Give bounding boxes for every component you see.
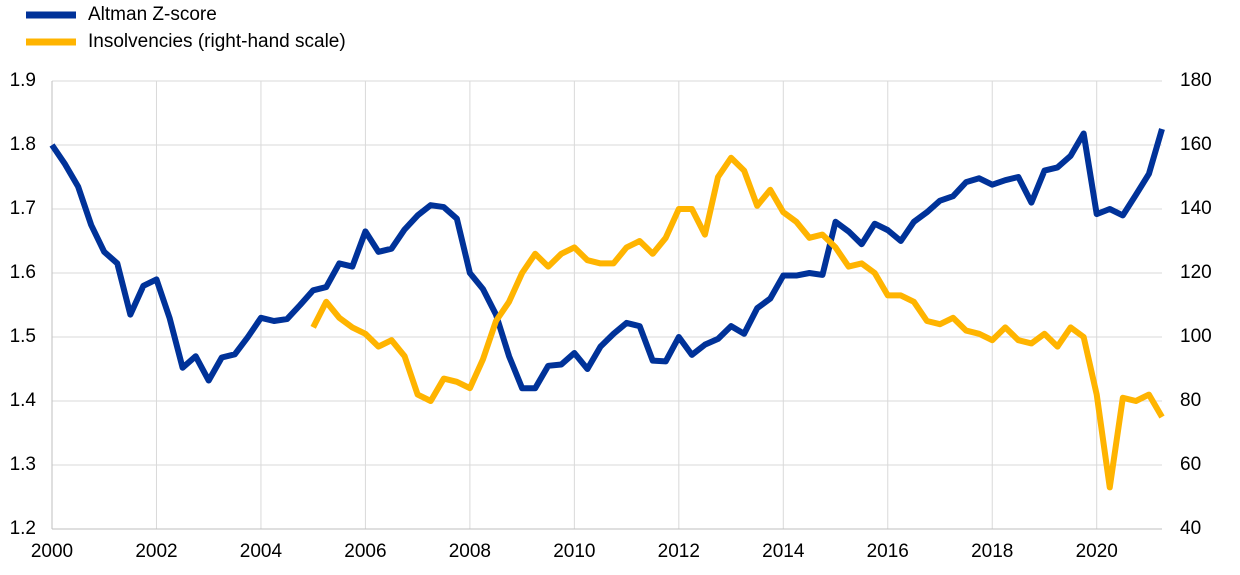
y-tick-label: 1.3 xyxy=(10,454,36,475)
y-tick-label: 1.7 xyxy=(10,198,36,219)
y2-tick-label: 160 xyxy=(1180,134,1212,155)
y-tick-label: 1.6 xyxy=(10,262,36,283)
y-tick-label: 1.8 xyxy=(10,134,36,155)
legend-label: Insolvencies (right-hand scale) xyxy=(88,31,346,52)
x-tick-label: 2018 xyxy=(971,541,1013,562)
x-tick-label: 2002 xyxy=(135,541,177,562)
y-tick-label: 1.2 xyxy=(10,518,36,539)
y-tick-label: 1.4 xyxy=(10,390,37,411)
y2-tick-label: 80 xyxy=(1180,390,1201,411)
y2-tick-label: 140 xyxy=(1180,198,1212,219)
x-tick-label: 2016 xyxy=(867,541,909,562)
x-tick-label: 2000 xyxy=(31,541,73,562)
x-tick-label: 2010 xyxy=(553,541,595,562)
y2-tick-label: 120 xyxy=(1180,262,1212,283)
y2-tick-label: 180 xyxy=(1180,70,1212,91)
x-tick-label: 2004 xyxy=(240,541,283,562)
y2-tick-label: 40 xyxy=(1180,518,1201,539)
x-tick-label: 2008 xyxy=(449,541,491,562)
x-tick-label: 2020 xyxy=(1076,541,1118,562)
x-tick-label: 2014 xyxy=(762,541,805,562)
x-tick-label: 2012 xyxy=(658,541,700,562)
y2-tick-label: 60 xyxy=(1180,454,1201,475)
y2-tick-label: 100 xyxy=(1180,326,1212,347)
y-tick-label: 1.5 xyxy=(10,326,36,347)
x-tick-label: 2006 xyxy=(344,541,386,562)
series-line xyxy=(49,128,1165,392)
series-line xyxy=(310,154,1165,491)
y-tick-label: 1.9 xyxy=(10,70,36,91)
legend-label: Altman Z-score xyxy=(88,4,217,25)
